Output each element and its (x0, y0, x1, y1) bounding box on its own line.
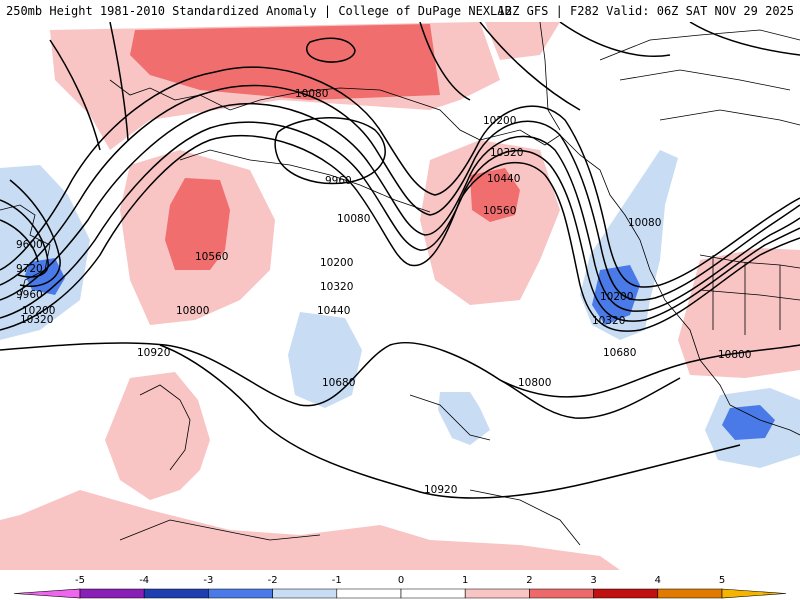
colorbar-swatch (593, 588, 659, 599)
contour-label: 10560 (483, 205, 516, 217)
colorbar-tick-label: 2 (526, 575, 532, 586)
contour-labels: 10080 10200 9960 10320 10080 10440 10560… (16, 88, 751, 496)
colorbar-swatch (721, 588, 787, 599)
contour-label: 10680 (322, 377, 355, 389)
colorbar-tick-label: 1 (462, 575, 468, 586)
contour-label: 10440 (317, 305, 350, 317)
contour-label: 10080 (295, 88, 328, 100)
contour-label: 10200 (22, 305, 55, 317)
colorbar-swatches (13, 588, 787, 599)
colorbar-swatch (13, 588, 81, 599)
contour-label: 10800 (176, 305, 209, 317)
colorbar-tick-label: 4 (655, 575, 661, 586)
anomaly-colorbar: -5 -4 -3 -2 -1 0 1 2 3 4 5 (13, 575, 787, 599)
contour-label: 9960 (16, 289, 43, 301)
map-title: 250mb Height 1981-2010 Standardized Anom… (6, 4, 512, 18)
colorbar-swatch (400, 588, 466, 599)
strong-positive-anomaly-fill (130, 24, 520, 270)
contour-label: 10560 (195, 251, 228, 263)
contour-label: 10320 (320, 281, 353, 293)
contour-label: 9600 (16, 239, 43, 251)
colorbar-tick-label: -3 (203, 575, 213, 586)
colorbar-tick-label: 3 (590, 575, 596, 586)
contour-label: 10200 (320, 257, 353, 269)
contour-label: 10080 (337, 213, 370, 225)
contour-label: 10080 (628, 217, 661, 229)
colorbar-tick-label: -1 (332, 575, 342, 586)
colorbar-tick-label: 5 (719, 575, 725, 586)
contour-label: 10440 (487, 173, 520, 185)
contour-label: 10920 (424, 484, 457, 496)
contour-label: 10680 (603, 347, 636, 359)
colorbar-swatch (79, 588, 145, 599)
colorbar-swatch (208, 588, 273, 599)
colorbar-swatch (529, 588, 594, 599)
model-valid-time: 12Z GFS | F282 Valid: 06Z SAT NOV 29 202… (497, 4, 794, 18)
map-header: 250mb Height 1981-2010 Standardized Anom… (0, 0, 800, 22)
contour-label: 10320 (592, 315, 625, 327)
colorbar-swatch (657, 588, 723, 599)
contour-label: 10200 (483, 115, 516, 127)
colorbar-tick-label: -2 (268, 575, 278, 586)
contour-label: 10200 (600, 291, 633, 303)
contour-label: 10320 (20, 314, 53, 326)
contour-label: 9720 (16, 263, 43, 275)
contour-label: 10800 (518, 377, 551, 389)
colorbar-tick-label: -5 (75, 575, 85, 586)
colorbar-swatch (143, 588, 209, 599)
colorbar-swatch (336, 588, 402, 599)
contour-label: 10320 (490, 147, 523, 159)
colorbar-tick-labels: -5 -4 -3 -2 -1 0 1 2 3 4 5 (75, 575, 725, 586)
coastlines (0, 22, 800, 546)
colorbar-swatch (464, 588, 530, 599)
colorbar-swatch (272, 588, 338, 599)
colorbar-tick-label: 0 (398, 575, 404, 586)
contour-label: 9960 (325, 175, 352, 187)
anomaly-map: 10080 10200 9960 10320 10080 10440 10560… (0, 22, 800, 570)
contour-label: 10800 (718, 349, 751, 361)
colorbar-tick-label: -4 (139, 575, 149, 586)
height-contours (0, 22, 800, 499)
contour-label: 10920 (137, 347, 170, 359)
